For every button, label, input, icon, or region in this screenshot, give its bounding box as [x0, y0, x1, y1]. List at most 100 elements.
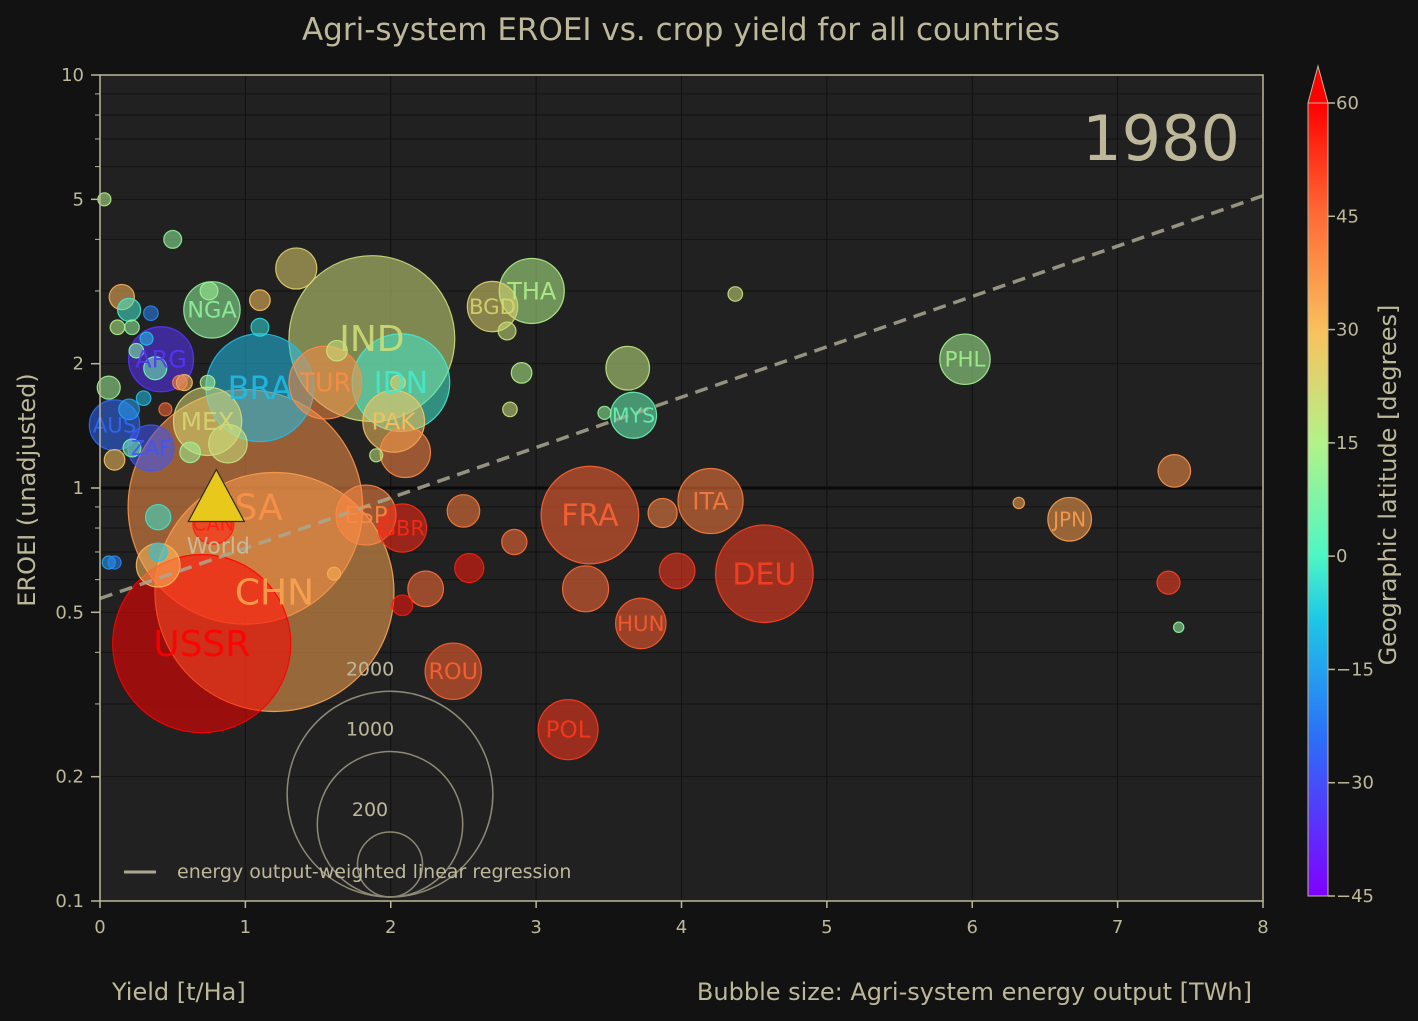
bubble-pol — [537, 699, 599, 761]
bubble — [148, 542, 168, 562]
x-tick-label: 6 — [967, 917, 978, 938]
country-label-chn: CHN — [235, 573, 314, 614]
colorbar-gradient — [1307, 102, 1329, 897]
bubble — [135, 390, 152, 407]
bubble — [139, 331, 154, 346]
x-axis-label: Yield [t/Ha] — [111, 978, 246, 1006]
axes: 0 1 2 3 4 5 6 7 8 0.1 0.2 0.5 1 2 5 10 — [55, 65, 1268, 938]
bubble — [597, 405, 612, 421]
country-label-tha: THA — [506, 277, 557, 305]
y-tick-label: 0.5 — [55, 602, 84, 623]
country-label-ussr: USSR — [153, 624, 250, 665]
country-label-hun: HUN — [617, 612, 665, 637]
country-label-pak: PAK — [372, 408, 417, 436]
x-tick-label: 8 — [1257, 917, 1268, 938]
bubble-hun — [614, 597, 667, 650]
bubble — [510, 361, 533, 384]
bubble-ita — [677, 467, 744, 535]
colorbar-tick-label: 0 — [1336, 546, 1347, 567]
country-label-ind: IND — [339, 319, 404, 360]
y-tick-label: 0.2 — [55, 767, 84, 788]
x-tick-label: 0 — [94, 917, 105, 938]
bubble — [497, 321, 517, 341]
country-label-idn: IDN — [374, 366, 428, 401]
bubble — [407, 570, 445, 608]
bubble — [158, 402, 173, 417]
y-axis-label: EROEI (unadjusted) — [13, 373, 41, 606]
colorbar-tick-label: −45 — [1336, 886, 1374, 907]
bubble — [326, 339, 348, 362]
bubble — [326, 566, 342, 581]
bubble — [122, 438, 142, 458]
bubble-gbr — [377, 503, 428, 553]
country-label-mex: MEX — [181, 407, 235, 436]
x-tick-label: 5 — [821, 917, 832, 938]
y-tick-label: 10 — [61, 65, 84, 86]
y-tick-label: 0.1 — [55, 891, 84, 912]
bubble — [163, 229, 183, 249]
bubble — [561, 565, 610, 613]
size-reference-circles: 2000 1000 200 — [286, 658, 494, 898]
legend-label: energy output-weighted linear regression — [177, 861, 571, 883]
size-reference-circle — [356, 831, 424, 898]
x-tick-label: 4 — [676, 917, 687, 938]
bubble-tur — [288, 345, 363, 420]
bubble-nga — [183, 281, 241, 339]
bubble — [124, 319, 140, 336]
bubble — [502, 401, 518, 418]
colorbar-tick-label: 60 — [1336, 93, 1359, 114]
colorbar — [1307, 64, 1329, 897]
x-tick-label: 2 — [385, 917, 396, 938]
country-label-rou: ROU — [428, 659, 478, 685]
colorbar-tick-label: 15 — [1336, 433, 1359, 454]
country-label-ita: ITA — [692, 487, 729, 515]
bubble — [727, 286, 744, 302]
bubble — [143, 305, 159, 322]
world-triangle-marker — [187, 468, 246, 523]
bubble — [172, 374, 188, 391]
size-reference-label: 1000 — [346, 719, 394, 741]
x-tick-label: 7 — [1112, 917, 1123, 938]
size-reference-label: 200 — [352, 799, 388, 821]
country-label-arg: ARG — [135, 346, 187, 374]
country-label-deu: DEU — [732, 557, 796, 592]
bubble — [1172, 621, 1185, 634]
bubble-jpn — [1047, 496, 1093, 542]
colorbar-tick-label: −15 — [1336, 659, 1374, 680]
bubble-phl — [939, 333, 991, 386]
x-tick-label: 1 — [240, 917, 251, 938]
bubble-fra — [540, 465, 640, 565]
legend: energy output-weighted linear regression — [124, 861, 571, 883]
country-label-zaf: ZAF — [131, 436, 171, 460]
bubble — [107, 555, 122, 570]
bubble — [390, 374, 406, 391]
bubble — [144, 503, 172, 531]
bubble — [103, 448, 126, 471]
country-label-jpn: JPN — [1051, 507, 1086, 531]
chart-title: Agri-system EROEI vs. crop yield for all… — [302, 12, 1060, 48]
bubble — [1156, 570, 1181, 595]
size-axis-label: Bubble size: Agri-system energy output [… — [697, 978, 1252, 1006]
colorbar-tick-label: 45 — [1336, 206, 1359, 227]
country-label-aus: AUS — [93, 414, 137, 439]
bubble — [501, 528, 528, 556]
x-tick-label: 3 — [530, 917, 541, 938]
colorbar-label: Geographic latitude [degrees] — [1374, 305, 1402, 666]
bubble — [199, 374, 216, 391]
bubble — [199, 281, 219, 301]
country-label-fra: FRA — [561, 499, 619, 534]
country-label-esp: ESP — [344, 503, 387, 529]
bubble — [143, 356, 168, 381]
bubble — [1012, 496, 1026, 510]
y-tick-label: 1 — [73, 478, 84, 499]
y-tick-label: 2 — [73, 354, 84, 375]
bubble — [275, 247, 318, 290]
country-label-nga: NGA — [187, 298, 237, 324]
bubble — [249, 289, 271, 312]
regression-line — [99, 194, 1264, 601]
y-tick-label: 5 — [73, 189, 84, 210]
country-label-bra: BRA — [228, 369, 293, 407]
bubble — [179, 441, 202, 464]
bubble — [647, 497, 678, 529]
